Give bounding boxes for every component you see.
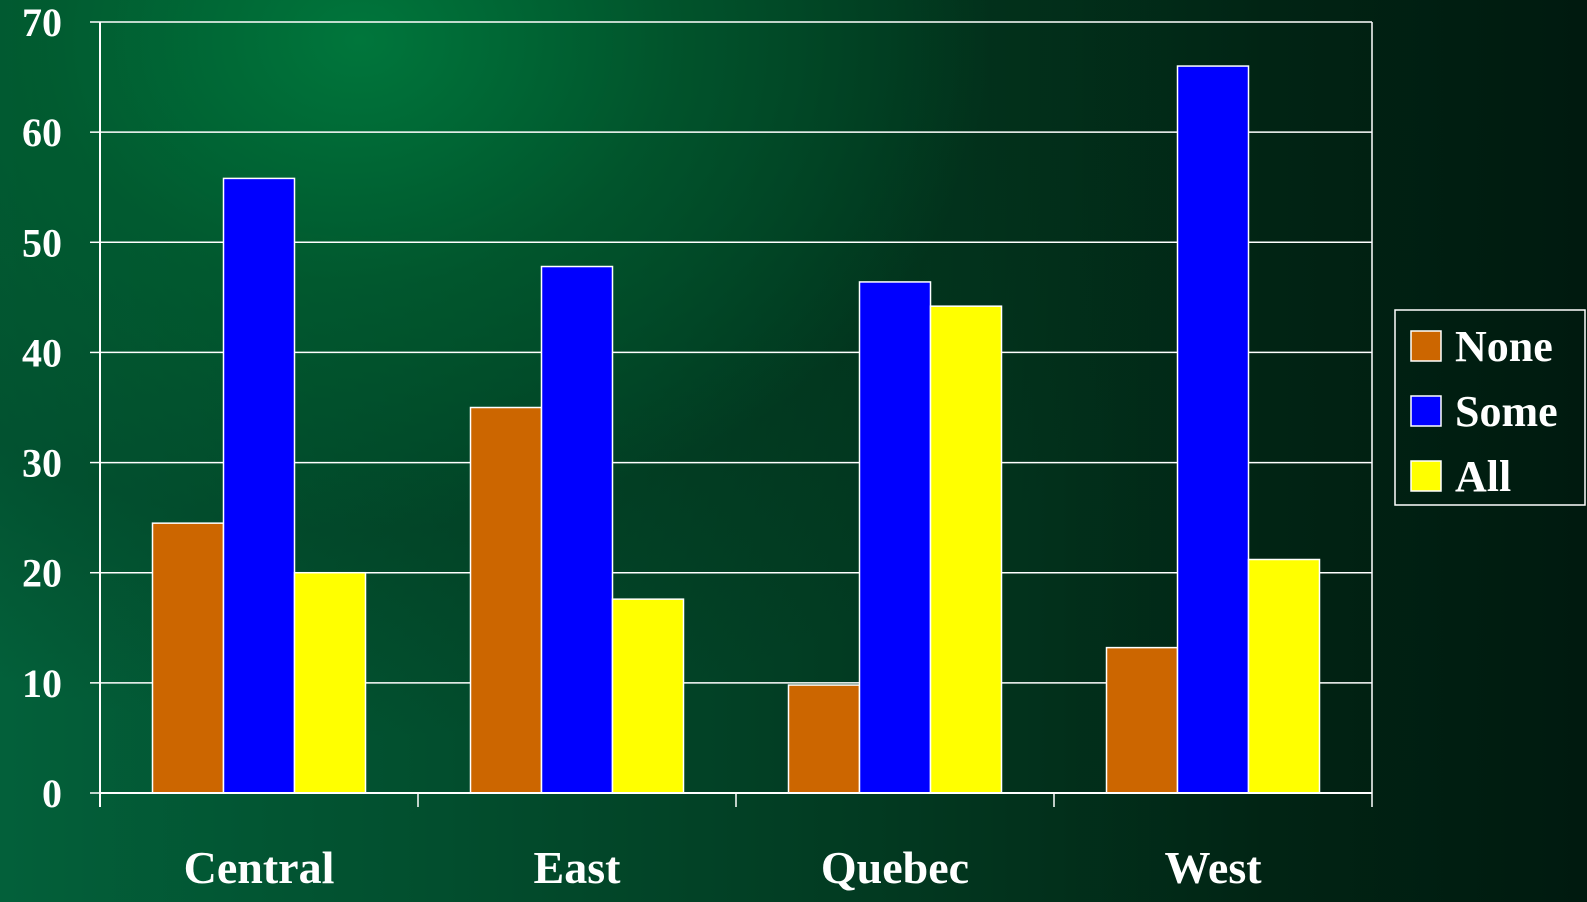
y-tick-label: 40 xyxy=(22,330,62,375)
bar-none-quebec xyxy=(787,684,861,794)
category-labels: Central East Quebec West xyxy=(184,842,1263,893)
y-tick-label: 50 xyxy=(22,220,62,265)
bar-all-east xyxy=(611,598,685,794)
y-tick-label: 10 xyxy=(22,661,62,706)
bar-some-east xyxy=(540,265,614,794)
legend-label-some: Some xyxy=(1455,387,1558,436)
legend-swatch-all xyxy=(1410,460,1442,492)
category-label: Central xyxy=(184,842,335,893)
legend-swatch-none xyxy=(1410,330,1442,362)
category-label: East xyxy=(534,842,622,893)
axes xyxy=(90,21,1373,807)
bar-all-central xyxy=(293,571,367,794)
category-label: West xyxy=(1164,842,1262,893)
y-tick-label: 30 xyxy=(22,441,62,486)
bar-none-west xyxy=(1105,646,1179,794)
bar-none-central xyxy=(151,522,225,794)
bar-some-central xyxy=(222,177,296,794)
legend-box xyxy=(1394,309,1586,506)
y-tick-labels: 0 10 20 30 40 50 60 70 xyxy=(22,0,62,816)
bar-some-quebec xyxy=(858,281,932,794)
legend-swatch-some xyxy=(1410,395,1442,427)
bar-all-quebec xyxy=(929,305,1003,794)
y-tick-label: 60 xyxy=(22,110,62,155)
bar-some-west xyxy=(1176,65,1250,794)
y-tick-label: 20 xyxy=(22,551,62,596)
category-label: Quebec xyxy=(821,842,969,893)
bars xyxy=(151,65,1321,794)
bar-all-west xyxy=(1247,558,1321,794)
legend: None Some All xyxy=(1394,309,1586,506)
y-tick-label: 0 xyxy=(42,771,62,816)
legend-label-none: None xyxy=(1455,322,1553,371)
y-tick-label: 70 xyxy=(22,0,62,45)
legend-label-all: All xyxy=(1455,452,1511,501)
bar-none-east xyxy=(469,406,543,794)
